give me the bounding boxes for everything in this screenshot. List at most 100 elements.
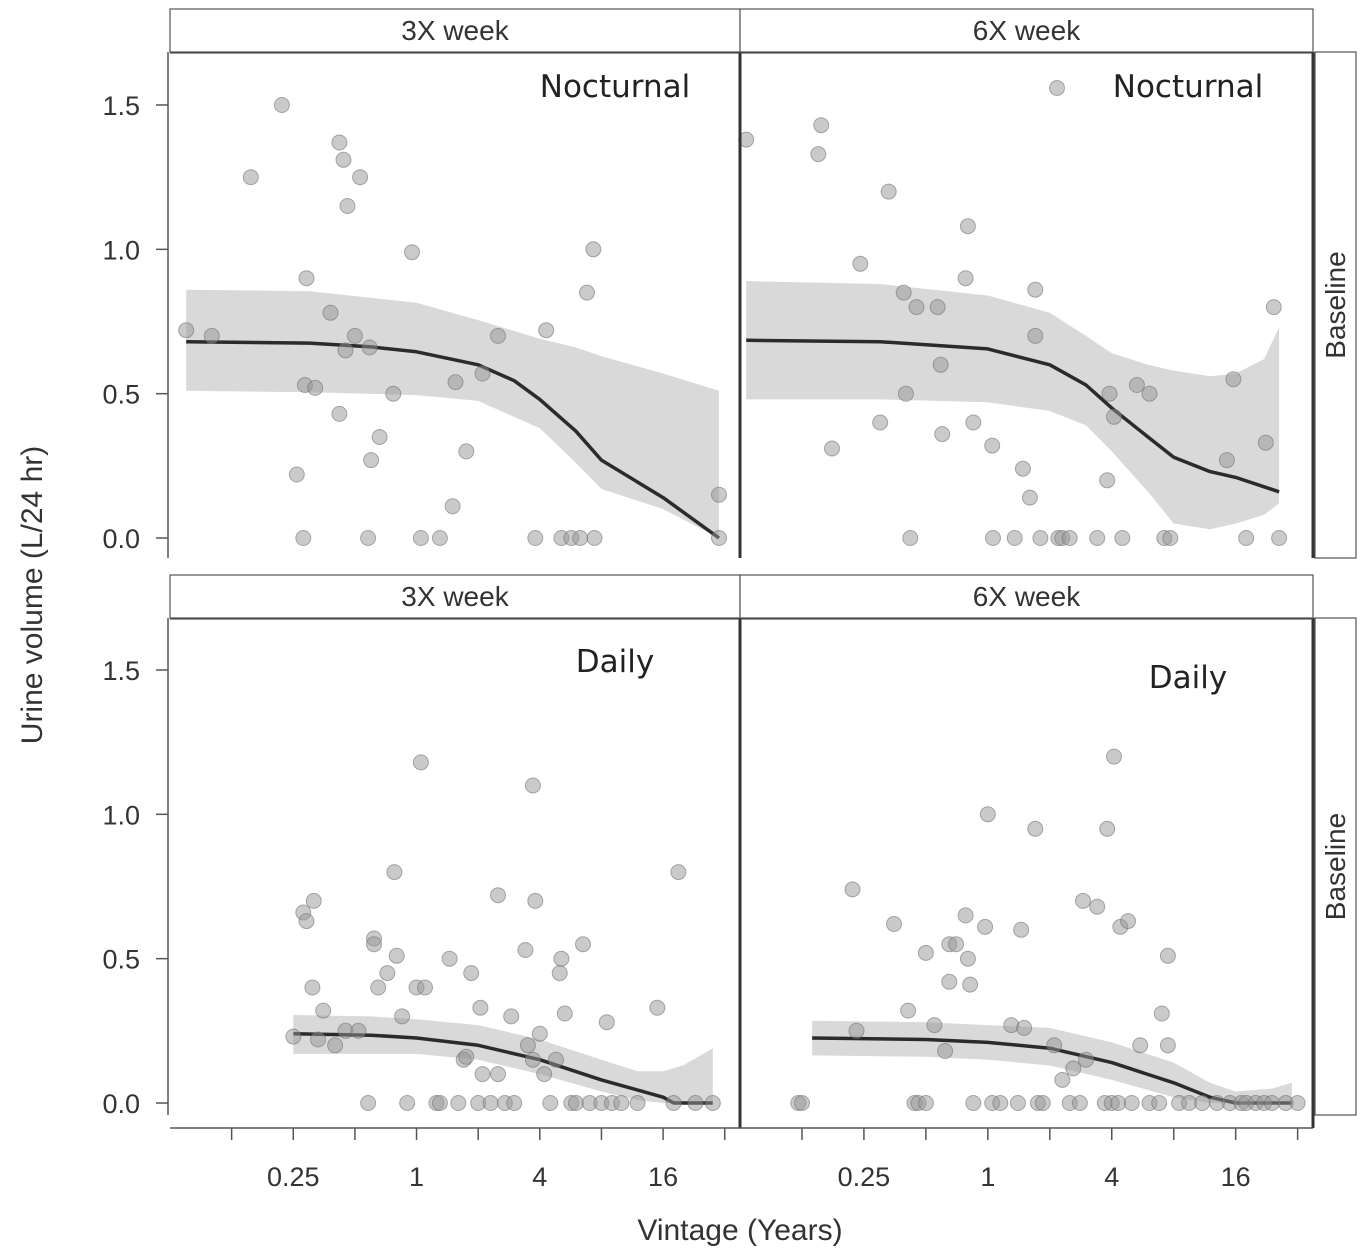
data-point	[1027, 820, 1044, 837]
y-tick-label: 0.5	[102, 380, 140, 410]
x-tick-label: 16	[1221, 1162, 1251, 1192]
data-point	[886, 916, 902, 932]
data-point	[1271, 530, 1288, 546]
data-point	[895, 284, 912, 301]
data-point	[572, 530, 589, 546]
data-point	[567, 1095, 584, 1111]
data-point	[965, 414, 982, 431]
data-point	[527, 530, 544, 546]
data-point	[482, 1095, 499, 1111]
y-tick-label: 0.5	[102, 945, 140, 975]
data-point	[575, 936, 591, 953]
data-point	[1027, 327, 1044, 344]
data-point	[1132, 1037, 1149, 1054]
y-tick-label: 0.0	[102, 1089, 140, 1119]
data-point	[1162, 530, 1179, 546]
data-point	[1128, 377, 1145, 393]
data-point	[1009, 1095, 1026, 1111]
data-point	[548, 1051, 564, 1068]
data-point	[1089, 530, 1106, 546]
facet-strip-label: 3X week	[401, 15, 509, 46]
data-point	[385, 385, 402, 402]
data-point	[1089, 898, 1106, 915]
panel-label: Nocturnal	[1113, 69, 1263, 105]
data-point	[1123, 1095, 1140, 1111]
data-point	[524, 1051, 541, 1068]
row-strip-label: Baseline	[1320, 813, 1351, 920]
data-point	[897, 385, 914, 402]
data-point	[934, 426, 951, 443]
data-point	[1061, 530, 1078, 546]
data-point	[1078, 1051, 1094, 1068]
data-point	[307, 379, 324, 396]
data-point	[472, 999, 489, 1016]
row-strip	[1314, 617, 1357, 1116]
data-point	[463, 965, 480, 982]
data-point	[979, 806, 996, 823]
data-point	[551, 965, 568, 982]
data-point	[848, 1022, 865, 1039]
row-strip-label: Baseline	[1320, 251, 1351, 358]
data-point	[1021, 489, 1038, 506]
data-point	[585, 241, 602, 258]
x-tick-label: 1	[409, 1162, 424, 1192]
facet-strip	[739, 574, 1314, 619]
y-tick-label: 1.0	[102, 235, 140, 265]
data-point	[527, 892, 544, 909]
data-point	[1075, 892, 1091, 909]
data-point	[474, 1066, 491, 1083]
panel-label: Daily	[1149, 660, 1227, 696]
data-point	[474, 365, 491, 382]
data-point	[315, 1002, 332, 1019]
data-point	[327, 1037, 344, 1054]
data-point	[1218, 452, 1235, 469]
data-point	[450, 1095, 467, 1111]
data-point	[1263, 1095, 1280, 1111]
data-point	[490, 1066, 506, 1083]
fit-line	[746, 338, 1280, 494]
confidence-band	[746, 281, 1280, 530]
data-point	[371, 429, 388, 445]
data-point	[388, 947, 405, 964]
data-point	[629, 1095, 646, 1111]
data-point	[298, 270, 315, 287]
data-point	[1238, 530, 1255, 546]
data-point	[366, 936, 382, 953]
y-axis-title: Urine volume (L/24 hr)	[16, 446, 49, 744]
data-point	[386, 864, 403, 881]
data-point	[447, 374, 464, 391]
data-point	[665, 1095, 682, 1111]
data-point	[441, 950, 458, 967]
data-point	[1099, 820, 1116, 837]
facet-strip-label: 6X week	[973, 581, 1081, 612]
data-point	[948, 936, 964, 953]
data-point	[1120, 913, 1137, 930]
data-point	[813, 117, 830, 134]
data-point	[1159, 1037, 1176, 1054]
data-point	[1289, 1095, 1306, 1111]
data-point	[363, 452, 380, 469]
data-point	[1099, 472, 1116, 489]
data-point	[1265, 299, 1282, 316]
data-point	[417, 979, 433, 996]
data-point	[322, 304, 339, 321]
data-point	[872, 414, 889, 431]
data-point	[962, 976, 979, 993]
data-point	[687, 1095, 704, 1111]
data-point	[1110, 1095, 1127, 1111]
data-point	[404, 244, 420, 261]
panel-label: Daily	[576, 644, 654, 680]
data-point	[992, 1095, 1009, 1111]
data-point	[959, 218, 976, 235]
data-point	[586, 530, 603, 546]
data-point	[1046, 1037, 1063, 1054]
data-point	[1151, 1095, 1168, 1111]
data-point	[1065, 1060, 1082, 1077]
data-point	[524, 777, 541, 794]
data-point	[880, 183, 897, 200]
x-tick-label: 4	[532, 1162, 547, 1192]
data-point	[902, 530, 919, 546]
y-tick-label: 1.0	[102, 800, 140, 830]
data-point	[506, 1095, 523, 1111]
data-point	[1257, 434, 1274, 451]
